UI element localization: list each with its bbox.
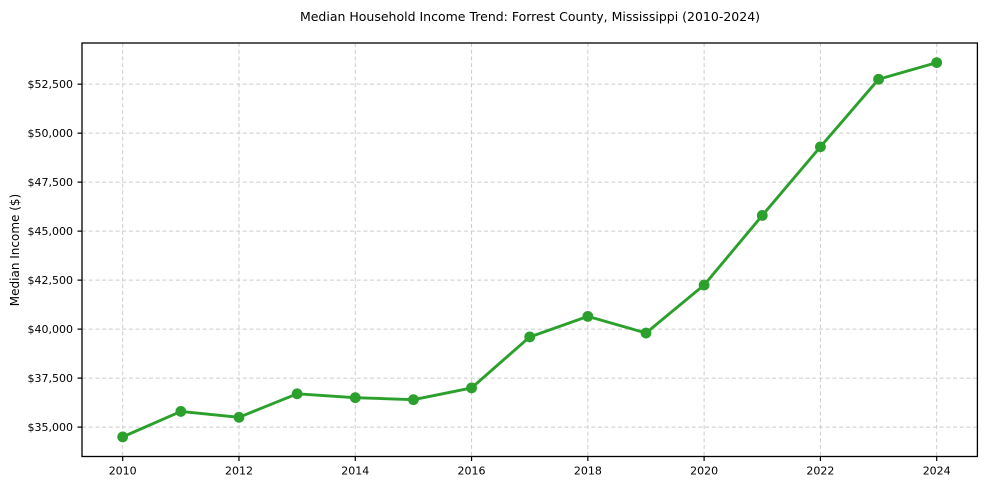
data-point — [524, 331, 536, 343]
y-tick-label: $45,000 — [28, 225, 74, 238]
data-point — [873, 73, 884, 85]
x-tick-label: 2018 — [574, 465, 602, 478]
y-tick-label: $42,500 — [28, 274, 74, 287]
data-point — [698, 279, 710, 291]
y-tick-label: $47,500 — [28, 176, 74, 189]
x-tick-label: 2022 — [806, 465, 834, 478]
data-point — [815, 141, 826, 153]
data-point — [466, 382, 477, 394]
trend-line — [121, 61, 939, 439]
y-tick-label: $35,000 — [28, 421, 74, 434]
data-point — [175, 406, 187, 417]
data-point — [349, 392, 361, 404]
x-tick-label: 2020 — [690, 465, 718, 478]
data-point — [408, 394, 419, 406]
chart-title: Median Household Income Trend: Forrest C… — [299, 9, 761, 24]
data-point — [640, 327, 652, 339]
plot-border — [81, 42, 979, 458]
data-point — [233, 411, 245, 423]
data-point — [117, 431, 129, 443]
x-tick-label: 2016 — [458, 465, 486, 478]
data-point — [931, 57, 943, 68]
x-tick-label: 2010 — [109, 465, 137, 478]
y-tick-label: $52,500 — [28, 78, 74, 91]
y-tick-label: $40,000 — [28, 323, 74, 336]
y-tick-label: $37,500 — [28, 372, 74, 385]
x-tick-label: 2024 — [923, 465, 951, 478]
x-tick-label: 2012 — [225, 465, 253, 478]
data-point — [582, 310, 594, 322]
data-point — [756, 210, 768, 221]
y-tick-label: $50,000 — [28, 127, 74, 140]
x-tick-label: 2014 — [341, 465, 369, 478]
data-point — [291, 388, 303, 400]
